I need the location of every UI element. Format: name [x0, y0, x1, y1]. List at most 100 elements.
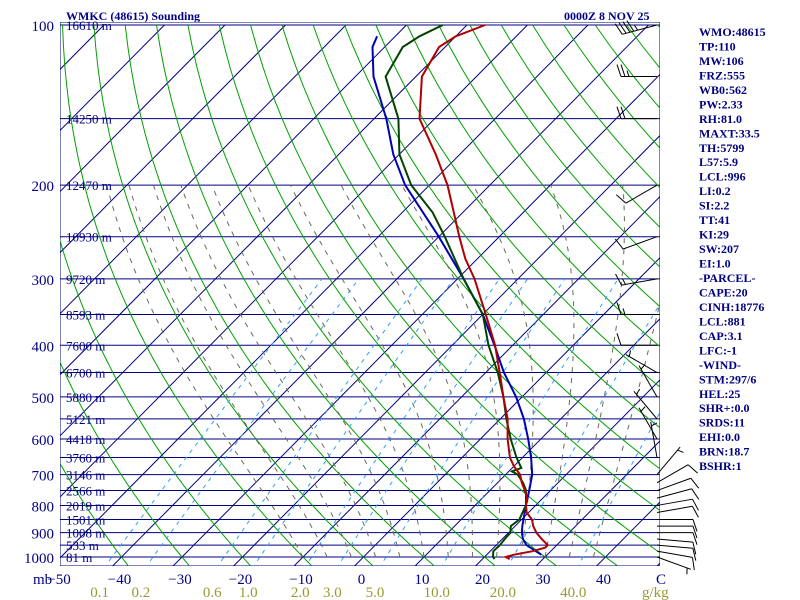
- wind-barb: [656, 446, 684, 475]
- index-item: TT:41: [699, 213, 730, 227]
- dry-adiabat-line: [187, 24, 558, 566]
- isotherm-line: [60, 24, 165, 132]
- dry-adiabat-line: [375, 24, 660, 388]
- wind-barb-staff: [656, 498, 693, 506]
- temperature-tick-label: 10: [415, 572, 430, 588]
- wind-barb-staff: [656, 550, 693, 558]
- height-label: 5880 m: [66, 390, 105, 405]
- temperature-curve: [418, 24, 550, 560]
- index-item: -WIND-: [699, 358, 741, 372]
- index-item: BRN:18.7: [699, 445, 749, 459]
- temperature-tick-label: 40: [596, 572, 611, 588]
- wind-barb-half-flag: [636, 388, 641, 395]
- isotherm-line: [60, 24, 528, 498]
- mixing-ratio-line: [507, 302, 660, 566]
- wind-barb-staff: [633, 390, 658, 420]
- height-label: 9720 m: [66, 272, 105, 287]
- wind-barb-flag: [692, 519, 698, 532]
- isotherm-line: [535, 440, 660, 566]
- mixing-ratio-line: [217, 278, 423, 566]
- height-label: 7600 m: [66, 338, 105, 353]
- index-item: CAP:3.1: [699, 329, 743, 343]
- height-label: 8593 m: [66, 307, 105, 322]
- text-layer: WMKC (48615) Sounding 0000Z 8 NOV 25 WMO…: [66, 9, 766, 473]
- wind-barb: [614, 20, 658, 35]
- wind-barb-flag: [618, 22, 627, 34]
- mixing-ratio-label: 1.0: [239, 585, 258, 600]
- wind-barb-flag: [690, 477, 700, 489]
- height-label: 10930 m: [66, 230, 112, 245]
- moist-adiabat-line: [472, 184, 534, 558]
- moist-adiabat-line: [544, 184, 575, 558]
- height-label: 16610 m: [66, 18, 112, 33]
- dry-adiabat-line: [60, 238, 252, 566]
- wind-barb-flag: [691, 557, 695, 570]
- dry-adiabat-line: [218, 24, 619, 566]
- index-item: LFC:-1: [699, 343, 737, 357]
- pressure-tick-label: 100: [32, 19, 55, 35]
- index-item: LI:0.2: [699, 184, 731, 198]
- wind-barb-half-flag: [640, 406, 646, 412]
- moist-adiabat-line: [401, 184, 501, 558]
- index-item: L57:5.9: [699, 155, 738, 169]
- index-item: TH:5799: [699, 141, 744, 155]
- index-item: SHR+:0.0: [699, 401, 750, 415]
- index-item: MAXT:33.5: [699, 126, 760, 140]
- temperature-tick-label: −50: [47, 572, 70, 588]
- height-label: 3760 m: [66, 450, 105, 465]
- index-item: RH:81.0: [699, 112, 742, 126]
- isotherm-line: [60, 24, 589, 559]
- pressure-tick-label: 1000: [24, 551, 54, 567]
- isotherm-line: [60, 24, 468, 437]
- pressure-tick-label: 900: [32, 527, 55, 543]
- index-item: -PARCEL-: [699, 271, 755, 285]
- moist-adiabat-line: [211, 184, 401, 558]
- wind-barb: [616, 184, 658, 204]
- moist-adiabat-line: [568, 185, 626, 558]
- wind-barb-half-flag: [626, 70, 630, 77]
- height-label: 2566 m: [66, 484, 105, 499]
- temperature-tick-label: 0: [358, 572, 366, 588]
- mixing-ratio-unit-label: g/kg: [642, 585, 669, 600]
- mixing-ratio-label: 40.0: [560, 585, 586, 600]
- isotherm-line: [232, 134, 660, 566]
- wind-barb-half-flag: [628, 350, 632, 357]
- mixing-ratio-label: 0.1: [90, 585, 109, 600]
- pressure-tick-label: 600: [32, 433, 55, 449]
- wind-barb-flag: [691, 488, 700, 500]
- mixing-ratio-label: 5.0: [366, 585, 385, 600]
- index-item: WB0:562: [699, 83, 747, 97]
- wind-barb: [656, 538, 697, 555]
- temperature-tick-label: −30: [168, 572, 191, 588]
- wind-barb: [616, 302, 657, 315]
- index-item: PW:2.33: [699, 97, 743, 111]
- temperature-tick-label: 30: [536, 572, 551, 588]
- height-label: 12470 m: [66, 178, 112, 193]
- wind-barb-staff: [656, 538, 693, 543]
- mixing-ratio-line: [441, 278, 619, 566]
- height-label: 533 m: [66, 538, 99, 553]
- wind-barb-staff: [650, 421, 658, 458]
- height-label: 3146 m: [66, 468, 105, 483]
- wind-barb: [616, 106, 657, 120]
- dry-adiabat-line: [93, 24, 374, 566]
- wind-barb-staff: [625, 354, 658, 373]
- height-label: 14250 m: [66, 112, 112, 127]
- wind-barb: [650, 421, 658, 458]
- wind-barb: [656, 550, 695, 570]
- wind-barb: [614, 236, 658, 250]
- wind-barb-flag: [620, 106, 626, 119]
- dry-adiabat-line: [124, 24, 435, 566]
- index-item: STM:297/6: [699, 372, 756, 386]
- index-item: CAPE:20: [699, 285, 748, 299]
- wind-barb-flag: [692, 498, 699, 511]
- wind-barb-half-flag: [633, 24, 639, 31]
- wind-barbs: [614, 20, 700, 575]
- wind-barb-staff: [623, 236, 658, 250]
- mixing-ratio-label: 0.2: [131, 585, 150, 600]
- wind-barb-staff: [625, 184, 658, 204]
- wind-barb-flag: [615, 273, 622, 286]
- wind-barb-staff: [656, 505, 693, 514]
- dry-adiabat-line: [281, 24, 660, 512]
